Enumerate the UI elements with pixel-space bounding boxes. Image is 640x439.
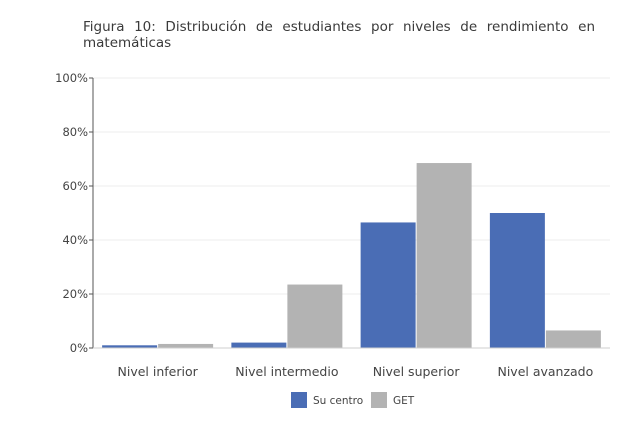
bars: [102, 163, 601, 348]
bar-get-3: [545, 330, 601, 348]
bar-su-centro-3: [489, 213, 545, 348]
bar-get-1: [287, 284, 343, 348]
y-tick-label: 60%: [62, 179, 88, 193]
bar-get-2: [416, 163, 472, 348]
y-tick-label: 100%: [55, 71, 88, 85]
x-tick-label: Nivel intermedio: [235, 364, 338, 379]
legend-swatch: [371, 392, 387, 408]
figure-title: Figura 10: Distribución de estudiantes p…: [83, 19, 595, 51]
x-tick-label: Nivel avanzado: [497, 364, 593, 379]
y-tick-label: 40%: [62, 233, 88, 247]
legend: Su centro GET: [291, 392, 415, 408]
y-tick-label: 0%: [70, 341, 88, 355]
x-tick-label: Nivel inferior: [118, 364, 199, 379]
y-axis: 0% 20% 40% 60% 80% 100%: [55, 71, 94, 355]
legend-label: Su centro: [313, 395, 363, 407]
bar-su-centro-0: [102, 345, 158, 348]
y-tick-label: 80%: [62, 125, 88, 139]
y-tick-label: 20%: [62, 287, 88, 301]
x-tick-label: Nivel superior: [373, 364, 461, 379]
x-axis: Nivel inferior Nivel intermedio Nivel supe…: [93, 347, 610, 379]
legend-label: GET: [393, 395, 415, 407]
bar-su-centro-2: [360, 222, 416, 348]
bar-get-0: [158, 343, 214, 348]
bar-su-centro-1: [231, 342, 287, 348]
legend-swatch: [291, 392, 307, 408]
